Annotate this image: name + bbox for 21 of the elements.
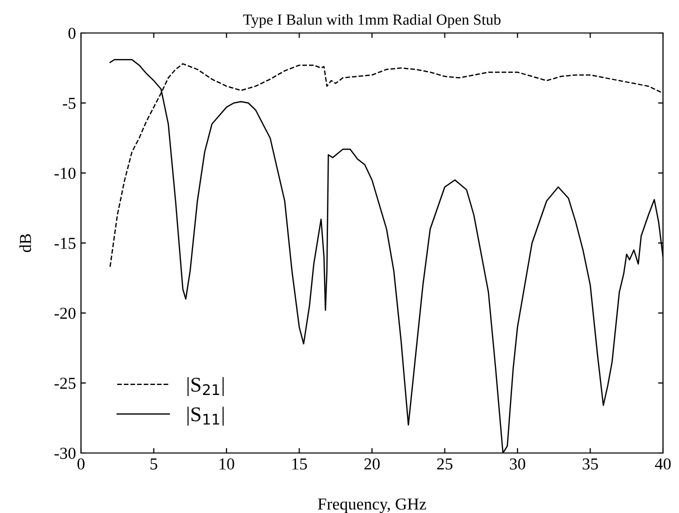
y-axis-title: dB [19,234,32,252]
y-tick-label: -10 [54,168,76,179]
x-axis-title: Frequency, GHz [318,498,426,513]
chart-title: Type I Balun with 1mm Radial Open Stub [243,14,501,28]
x-tick-label: 0 [77,458,85,470]
x-tick-label: 35 [582,458,598,470]
x-tick-label: 10 [220,458,234,470]
legend-label: |S$_{11}$| [188,406,224,426]
x-tick-label: 40 [654,458,671,470]
y-tick-label: -20 [54,308,76,319]
y-tick-label: -5 [62,98,76,109]
legend-label: |S$_{21}$| [188,377,224,396]
x-tick-label: 15 [292,458,307,470]
x-tick-label: 5 [150,458,158,470]
y-tick-label: -25 [54,378,76,389]
y-tick-label: -30 [54,448,76,459]
y-tick-label: 0 [68,28,76,39]
x-tick-label: 20 [364,458,380,470]
x-tick-label: 25 [437,458,452,470]
x-tick-label: 30 [510,458,526,470]
y-tick-label: -15 [54,238,76,249]
